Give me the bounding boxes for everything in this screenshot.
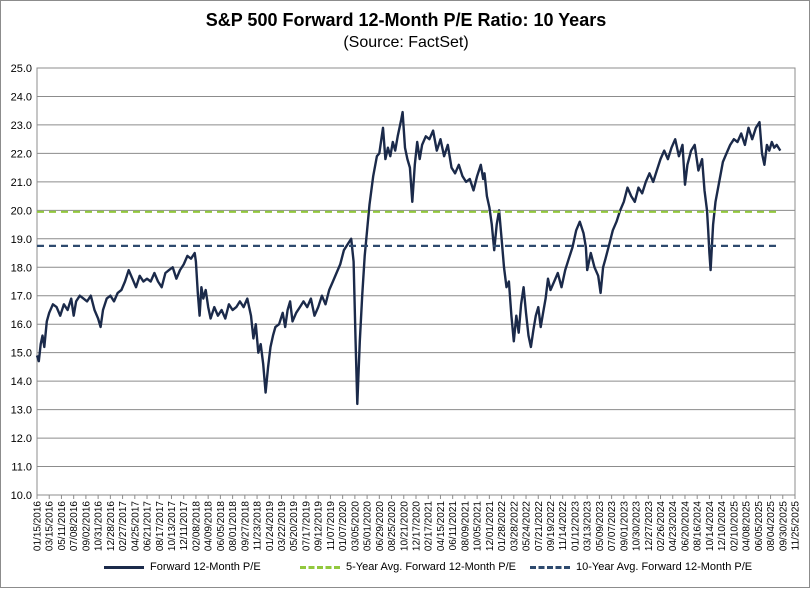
x-tick-label: 08/25/2020 <box>387 501 398 551</box>
x-tick-label: 10/31/2016 <box>94 501 105 551</box>
y-tick-label: 13.0 <box>11 405 32 417</box>
x-tick-label: 01/15/2016 <box>33 501 44 551</box>
x-tick-label: 06/11/2021 <box>448 501 459 551</box>
y-tick-label: 23.0 <box>11 120 32 132</box>
x-tick-label: 04/23/2024 <box>668 501 679 551</box>
y-tick-label: 11.0 <box>11 462 32 474</box>
x-tick-label: 03/05/2020 <box>350 501 361 551</box>
x-tick-label: 01/28/2022 <box>497 501 508 551</box>
x-tick-label: 12/11/2017 <box>179 501 190 551</box>
x-tick-label: 05/11/2016 <box>57 501 68 551</box>
y-tick-label: 16.0 <box>11 319 32 331</box>
x-tick-label: 11/07/2019 <box>326 501 337 551</box>
x-tick-label: 05/01/2020 <box>363 501 374 551</box>
x-tick-label: 08/01/2018 <box>228 501 239 551</box>
x-tick-label: 07/21/2022 <box>534 501 545 551</box>
x-tick-label: 03/15/2016 <box>45 501 56 551</box>
x-tick-label: 07/08/2016 <box>69 501 80 551</box>
x-tick-label: 04/25/2017 <box>130 501 141 551</box>
x-tick-label: 12/10/2024 <box>717 501 728 551</box>
x-tick-label: 06/29/2020 <box>375 501 386 551</box>
x-tick-label: 02/10/2025 <box>729 501 740 551</box>
x-tick-label: 02/27/2017 <box>118 501 129 551</box>
x-tick-label: 01/24/2019 <box>265 501 276 551</box>
legend-swatch-5yr <box>300 565 340 569</box>
legend-label-5yr: 5-Year Avg. Forward 12-Month P/E <box>346 561 516 573</box>
legend-label-pe: Forward 12-Month P/E <box>150 561 261 573</box>
series-line-0 <box>35 110 782 406</box>
y-tick-label: 18.0 <box>11 262 32 274</box>
x-tick-label: 02/08/2018 <box>191 501 202 551</box>
y-tick-label: 19.0 <box>11 234 32 246</box>
y-tick-label: 25.0 <box>11 63 32 75</box>
chart-title: S&P 500 Forward 12-Month P/E Ratio: 10 Y… <box>205 10 607 30</box>
y-tick-label: 14.0 <box>11 376 32 388</box>
x-tick-label: 07/07/2023 <box>607 501 618 551</box>
x-tick-label: 03/28/2022 <box>509 501 520 551</box>
y-tick-label: 12.0 <box>11 433 32 445</box>
x-tick-label: 02/17/2021 <box>424 501 435 551</box>
x-tick-label: 11/14/2022 <box>558 501 569 551</box>
x-tick-label: 08/16/2024 <box>693 501 704 551</box>
x-tick-label: 12/17/2020 <box>412 501 423 551</box>
x-tick-label: 08/09/2021 <box>460 501 471 551</box>
y-tick-label: 10.0 <box>11 490 32 502</box>
x-tick-label: 09/30/2025 <box>778 501 789 551</box>
x-tick-label: 09/01/2023 <box>619 501 630 551</box>
x-tick-label: 06/20/2024 <box>680 501 691 551</box>
y-tick-label: 15.0 <box>11 348 32 360</box>
x-tick-label: 06/05/2025 <box>754 501 765 551</box>
x-tick-label: 03/13/2023 <box>583 501 594 551</box>
x-tick-label: 12/28/2016 <box>106 501 117 551</box>
x-tick-label: 10/30/2023 <box>632 501 643 551</box>
x-tick-label: 09/19/2022 <box>546 501 557 551</box>
x-tick-label: 05/20/2019 <box>289 501 300 551</box>
x-tick-label: 06/21/2017 <box>143 501 154 551</box>
legend-swatch-pe <box>104 565 144 569</box>
x-tick-label: 09/12/2019 <box>314 501 325 551</box>
x-tick-label: 09/27/2018 <box>240 501 251 551</box>
x-tick-label: 08/04/2025 <box>766 501 777 551</box>
y-tick-label: 22.0 <box>11 148 32 160</box>
x-tick-label: 12/27/2023 <box>644 501 655 551</box>
legend-item-pe: Forward 12-Month P/E <box>104 561 261 573</box>
x-tick-label: 03/22/2019 <box>277 501 288 551</box>
x-tick-label: 04/15/2021 <box>436 501 447 551</box>
x-tick-label: 11/23/2018 <box>253 501 264 551</box>
x-tick-label: 07/17/2019 <box>301 501 312 551</box>
x-tick-label: 10/13/2017 <box>167 501 178 551</box>
x-tick-label: 10/21/2020 <box>399 501 410 551</box>
x-tick-label: 08/17/2017 <box>155 501 166 551</box>
x-tick-label: 01/12/2023 <box>570 501 581 551</box>
legend-swatch-10yr <box>530 565 570 569</box>
x-tick-label: 01/07/2020 <box>338 501 349 551</box>
legend-item-10yr: 10-Year Avg. Forward 12-Month P/E <box>530 561 752 573</box>
chart-subtitle: (Source: FactSet) <box>343 34 469 51</box>
y-tick-label: 20.0 <box>11 205 32 217</box>
x-tick-label: 02/26/2024 <box>656 501 667 551</box>
x-tick-label: 10/14/2024 <box>705 501 716 551</box>
x-tick-label: 06/05/2018 <box>216 501 227 551</box>
x-tick-label: 12/01/2021 <box>485 501 496 551</box>
legend-label-10yr: 10-Year Avg. Forward 12-Month P/E <box>576 561 753 573</box>
y-tick-label: 17.0 <box>11 291 32 303</box>
legend-item-5yr: 5-Year Avg. Forward 12-Month P/E <box>300 561 516 573</box>
x-tick-label: 04/08/2025 <box>742 501 753 551</box>
y-tick-label: 24.0 <box>11 91 32 103</box>
x-tick-label: 05/09/2023 <box>595 501 606 551</box>
y-tick-label: 21.0 <box>11 177 32 189</box>
x-tick-label: 04/09/2018 <box>204 501 215 551</box>
x-tick-label: 10/05/2021 <box>473 501 484 551</box>
x-tick-label: 09/02/2016 <box>81 501 92 551</box>
x-tick-label: 05/24/2022 <box>522 501 533 551</box>
x-tick-label: 11/25/2025 <box>791 501 802 551</box>
